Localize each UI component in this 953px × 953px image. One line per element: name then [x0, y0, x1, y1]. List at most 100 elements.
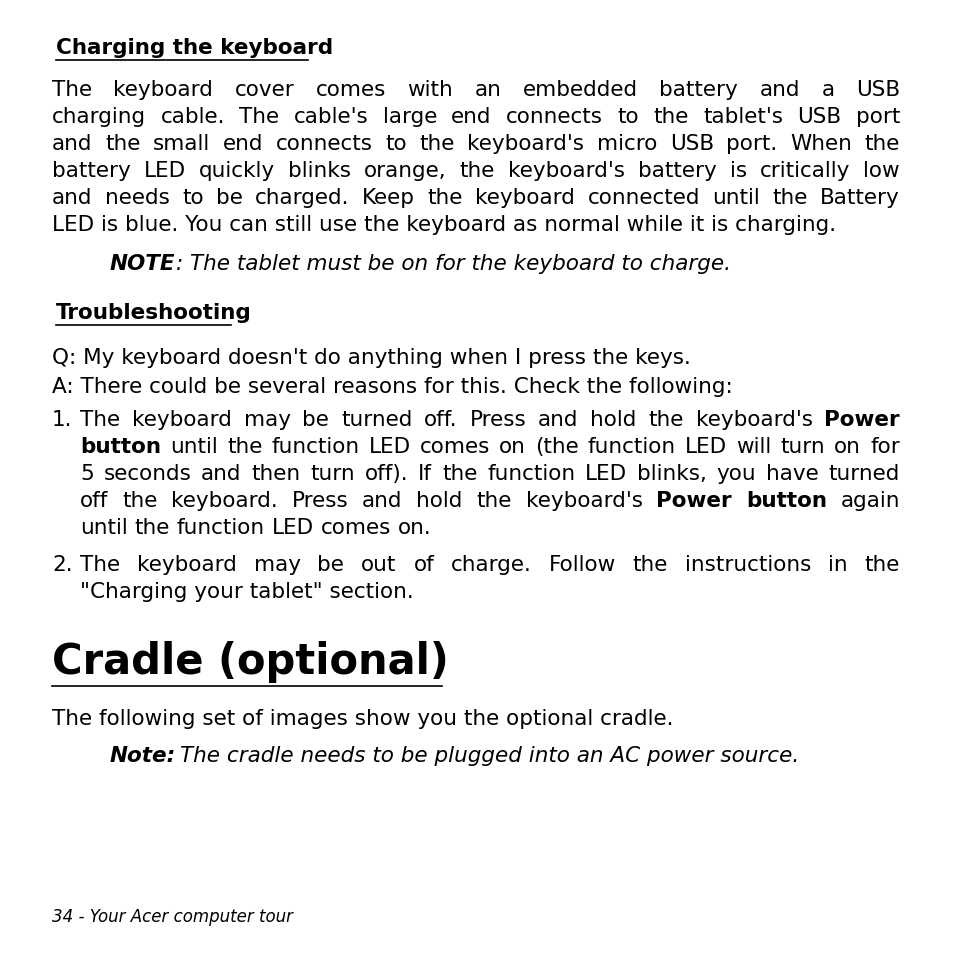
- Text: keyboard: keyboard: [137, 555, 236, 575]
- Text: port.: port.: [725, 133, 777, 153]
- Text: Cradle (optional): Cradle (optional): [52, 640, 449, 682]
- Text: battery: battery: [638, 161, 716, 181]
- Text: with: with: [407, 80, 453, 100]
- Text: to: to: [385, 133, 407, 153]
- Text: a: a: [821, 80, 834, 100]
- Text: will: will: [736, 436, 771, 456]
- Text: the: the: [459, 161, 495, 181]
- Text: comes: comes: [320, 517, 391, 537]
- Text: The: The: [80, 555, 120, 575]
- Text: micro: micro: [597, 133, 657, 153]
- Text: battery: battery: [52, 161, 131, 181]
- Text: the: the: [863, 133, 899, 153]
- Text: seconds: seconds: [104, 463, 192, 483]
- Text: keyboard.: keyboard.: [171, 491, 277, 511]
- Text: the: the: [441, 463, 476, 483]
- Text: be: be: [317, 555, 344, 575]
- Text: instructions: instructions: [684, 555, 810, 575]
- Text: large: large: [382, 107, 436, 127]
- Text: off.: off.: [424, 410, 457, 430]
- Text: on: on: [498, 436, 525, 456]
- Text: be: be: [216, 188, 243, 208]
- Text: If: If: [417, 463, 432, 483]
- Text: The cradle needs to be plugged into an AC power source.: The cradle needs to be plugged into an A…: [180, 745, 799, 765]
- Text: the: the: [772, 188, 807, 208]
- Text: charged.: charged.: [255, 188, 350, 208]
- Text: cover: cover: [234, 80, 294, 100]
- Text: until: until: [80, 517, 128, 537]
- Text: to: to: [182, 188, 204, 208]
- Text: comes: comes: [315, 80, 386, 100]
- Text: and: and: [52, 188, 92, 208]
- Text: turned: turned: [340, 410, 412, 430]
- Text: port: port: [855, 107, 899, 127]
- Text: turn: turn: [310, 463, 355, 483]
- Text: The: The: [239, 107, 279, 127]
- Text: The: The: [80, 410, 120, 430]
- Text: and: and: [537, 410, 578, 430]
- Text: hold: hold: [590, 410, 636, 430]
- Text: on: on: [834, 436, 861, 456]
- Text: embedded: embedded: [522, 80, 638, 100]
- Text: cable.: cable.: [160, 107, 225, 127]
- Text: off).: off).: [364, 463, 408, 483]
- Text: (the: (the: [535, 436, 578, 456]
- Text: connected: connected: [587, 188, 700, 208]
- Text: charge.: charge.: [451, 555, 531, 575]
- Text: function: function: [587, 436, 676, 456]
- Text: Power: Power: [823, 410, 899, 430]
- Text: again: again: [840, 491, 899, 511]
- Text: keyboard's: keyboard's: [508, 161, 624, 181]
- Text: an: an: [475, 80, 501, 100]
- Text: Q: My keyboard doesn't do anything when I press the keys.: Q: My keyboard doesn't do anything when …: [52, 348, 690, 368]
- Text: USB: USB: [855, 80, 899, 100]
- Text: Troubleshooting: Troubleshooting: [56, 303, 252, 323]
- Text: blinks,: blinks,: [637, 463, 706, 483]
- Text: LED: LED: [584, 463, 626, 483]
- Text: Note:: Note:: [110, 745, 176, 765]
- Text: you: you: [716, 463, 756, 483]
- Text: the: the: [122, 491, 157, 511]
- Text: critically: critically: [760, 161, 849, 181]
- Text: keyboard: keyboard: [475, 188, 575, 208]
- Text: keyboard: keyboard: [132, 410, 232, 430]
- Text: the: the: [632, 555, 667, 575]
- Text: "Charging your tablet" section.: "Charging your tablet" section.: [80, 581, 414, 601]
- Text: hold: hold: [416, 491, 462, 511]
- Text: LED: LED: [684, 436, 726, 456]
- Text: quickly: quickly: [198, 161, 274, 181]
- Text: comes: comes: [419, 436, 490, 456]
- Text: charging: charging: [52, 107, 146, 127]
- Text: USB: USB: [797, 107, 841, 127]
- Text: end: end: [222, 133, 263, 153]
- Text: may: may: [253, 555, 300, 575]
- Text: cable's: cable's: [294, 107, 368, 127]
- Text: button: button: [745, 491, 826, 511]
- Text: out: out: [361, 555, 396, 575]
- Text: keyboard: keyboard: [113, 80, 213, 100]
- Text: function: function: [271, 436, 359, 456]
- Text: blinks: blinks: [288, 161, 351, 181]
- Text: then: then: [252, 463, 300, 483]
- Text: and: and: [759, 80, 800, 100]
- Text: and: and: [52, 133, 92, 153]
- Text: to: to: [617, 107, 639, 127]
- Text: have: have: [765, 463, 818, 483]
- Text: the: the: [427, 188, 462, 208]
- Text: is: is: [729, 161, 746, 181]
- Text: Battery: Battery: [820, 188, 899, 208]
- Text: of: of: [413, 555, 434, 575]
- Text: LED: LED: [144, 161, 186, 181]
- Text: LED: LED: [368, 436, 410, 456]
- Text: the: the: [134, 517, 170, 537]
- Text: LED is blue. You can still use the keyboard as normal while it is charging.: LED is blue. You can still use the keybo…: [52, 214, 835, 234]
- Text: until: until: [712, 188, 760, 208]
- Text: keyboard's: keyboard's: [467, 133, 584, 153]
- Text: The: The: [52, 80, 92, 100]
- Text: turned: turned: [828, 463, 899, 483]
- Text: Power: Power: [656, 491, 731, 511]
- Text: LED: LED: [272, 517, 314, 537]
- Text: 2.: 2.: [52, 555, 72, 575]
- Text: 5: 5: [80, 463, 93, 483]
- Text: low: low: [862, 161, 899, 181]
